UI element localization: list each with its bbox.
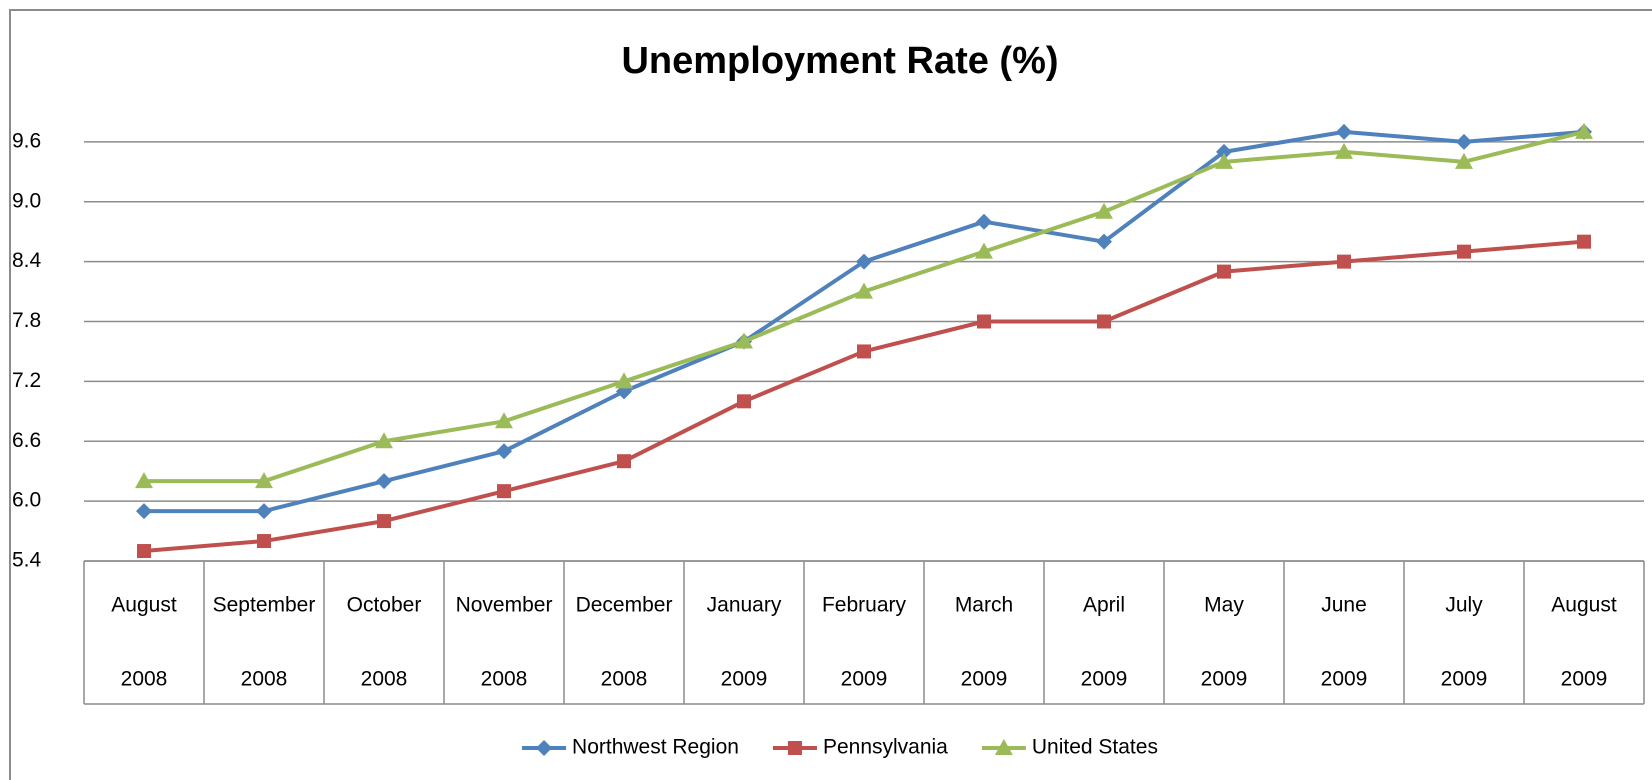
x-tick-label: 2008 — [121, 668, 168, 691]
data-point — [615, 372, 633, 389]
x-tick-label: August — [111, 594, 177, 617]
data-point — [377, 514, 391, 529]
x-tick-label: June — [1321, 594, 1367, 617]
y-tick-label: 7.2 — [12, 369, 41, 392]
data-point — [1216, 143, 1232, 160]
x-tick-label: 2008 — [481, 668, 528, 691]
data-point — [1575, 122, 1593, 139]
data-point — [135, 472, 153, 489]
x-tick-label: July — [1445, 594, 1483, 617]
data-point — [975, 242, 993, 259]
data-point — [1456, 133, 1472, 150]
x-tick-label: January — [707, 594, 782, 617]
data-point — [855, 282, 873, 299]
data-point — [977, 314, 991, 329]
y-tick-label: 6.0 — [12, 489, 41, 512]
data-point — [1577, 234, 1591, 249]
x-tick-label: March — [955, 594, 1013, 617]
y-tick-label: 5.4 — [12, 549, 42, 572]
legend-label: Pennsylvania — [823, 736, 948, 759]
data-point — [1336, 123, 1352, 140]
y-tick-label: 9.6 — [12, 129, 41, 152]
x-tick-label: October — [347, 594, 422, 617]
x-tick-label: 2009 — [721, 668, 768, 691]
y-tick-label: 9.0 — [12, 189, 41, 212]
x-tick-label: 2008 — [241, 668, 288, 691]
data-point — [1337, 254, 1351, 269]
y-tick-label: 6.6 — [12, 429, 41, 452]
x-tick-label: 2009 — [1441, 668, 1488, 691]
chart-title: Unemployment Rate (%) — [621, 40, 1058, 82]
x-tick-label: May — [1204, 594, 1244, 617]
data-point — [737, 394, 751, 409]
chart-frame — [9, 9, 1652, 780]
data-point — [735, 332, 753, 349]
legend-marker — [787, 741, 802, 755]
data-point — [1455, 152, 1473, 169]
x-tick-label: April — [1083, 594, 1125, 617]
y-tick-label: 7.8 — [12, 309, 41, 332]
x-tick-label: 2009 — [961, 668, 1008, 691]
data-point — [256, 503, 272, 520]
y-tick-label: 8.4 — [12, 249, 42, 272]
x-tick-label: 2009 — [1561, 668, 1608, 691]
x-tick-label: 2009 — [1321, 668, 1368, 691]
data-point — [497, 484, 511, 499]
x-tick-label: February — [822, 594, 907, 617]
legend-label: United States — [1032, 736, 1158, 759]
data-point — [1097, 314, 1111, 329]
x-tick-label: December — [576, 594, 673, 617]
data-point — [1095, 202, 1113, 219]
data-point — [376, 473, 392, 490]
legend-marker — [994, 739, 1013, 755]
data-point — [1217, 264, 1231, 279]
x-tick-label: August — [1551, 594, 1617, 617]
data-point — [976, 213, 992, 230]
x-tick-label: 2009 — [1201, 668, 1248, 691]
x-tick-label: 2009 — [1081, 668, 1128, 691]
data-point — [496, 443, 512, 460]
x-tick-label: 2008 — [601, 668, 648, 691]
x-tick-label: November — [456, 594, 553, 617]
data-point — [375, 432, 393, 449]
data-point — [495, 412, 513, 429]
data-point — [137, 544, 151, 559]
legend-marker — [536, 740, 553, 756]
data-point — [1096, 233, 1112, 250]
data-point — [617, 454, 631, 469]
x-tick-label: 2008 — [361, 668, 408, 691]
x-tick-label: 2009 — [841, 668, 888, 691]
data-point — [136, 503, 152, 520]
data-point — [255, 472, 273, 489]
data-point — [1457, 244, 1471, 259]
data-point — [856, 253, 872, 270]
legend-label: Northwest Region — [572, 736, 739, 759]
data-point — [1215, 152, 1233, 169]
x-tick-label: September — [213, 594, 316, 617]
data-point — [857, 344, 871, 359]
data-point — [257, 534, 271, 549]
data-point — [1335, 142, 1353, 159]
